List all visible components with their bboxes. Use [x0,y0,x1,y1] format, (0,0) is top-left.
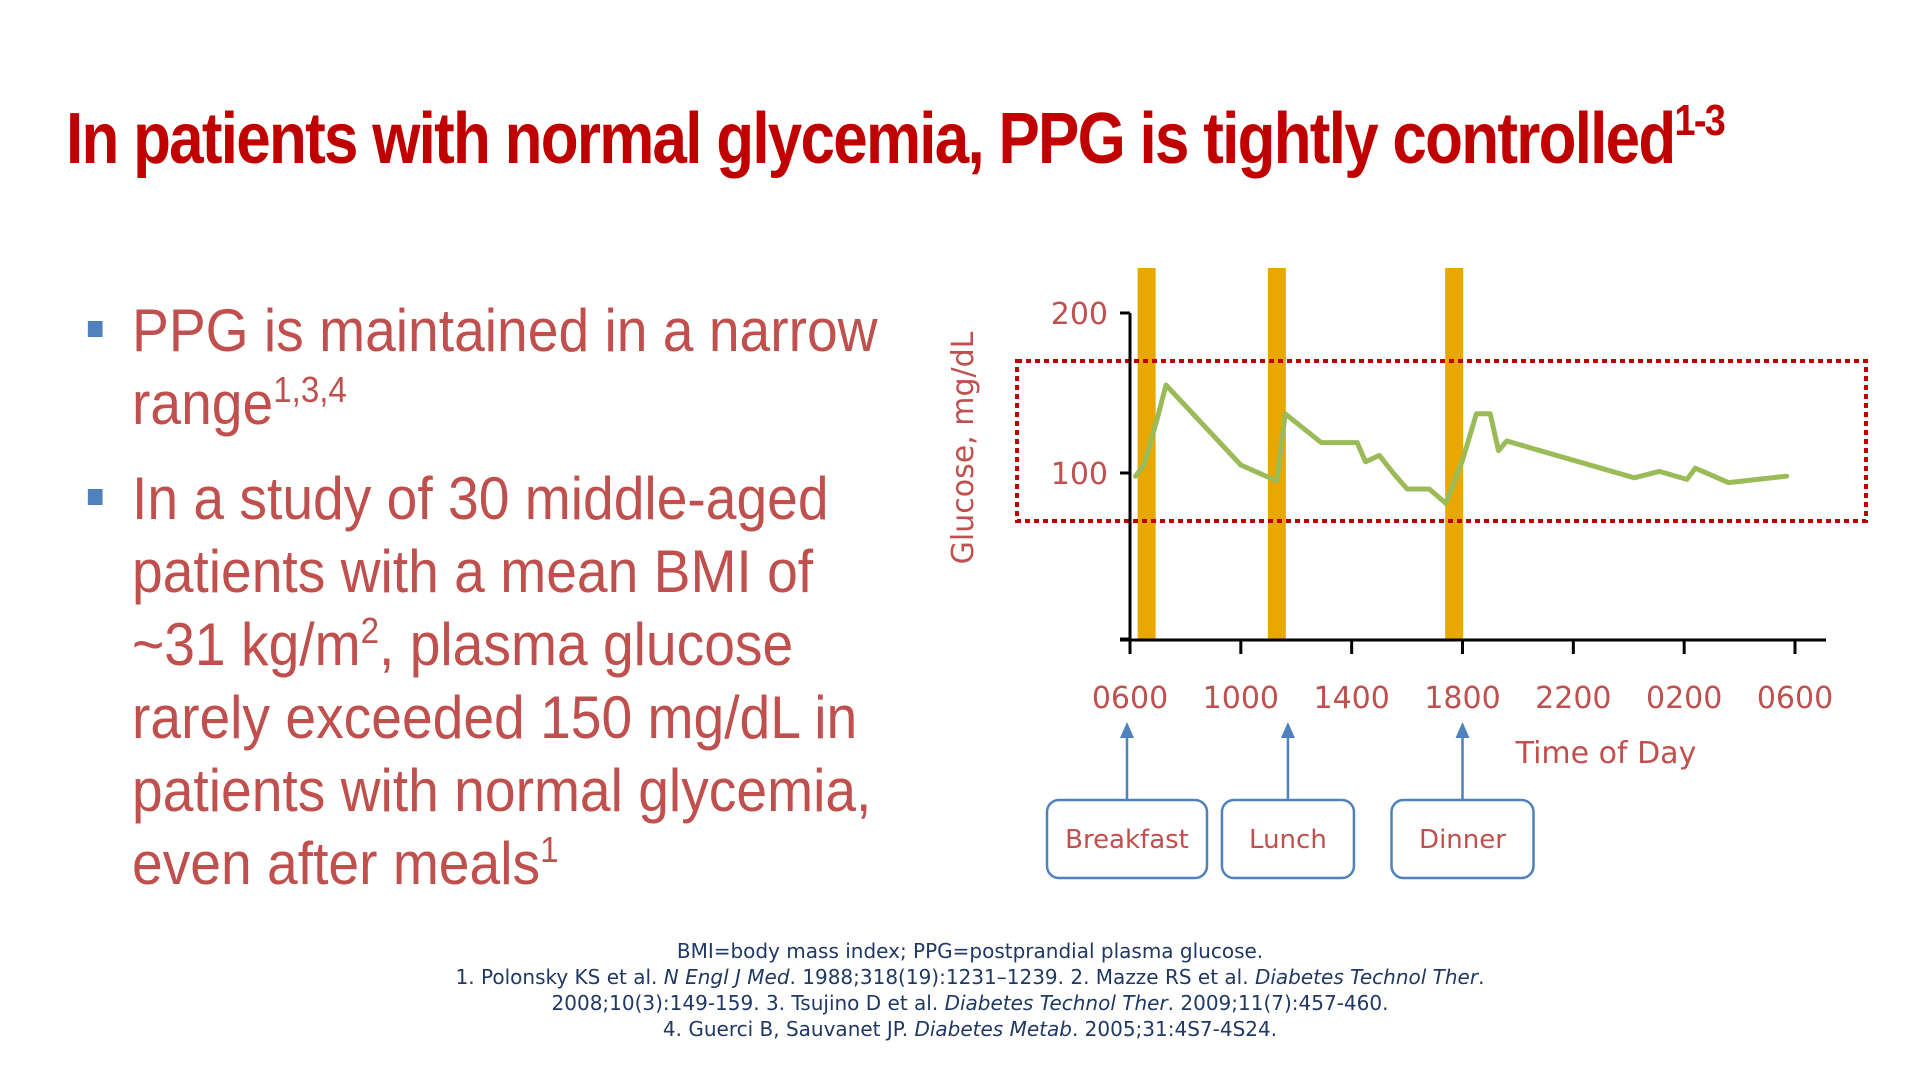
glucose-point-10 [1377,453,1381,457]
glucose-points [1134,383,1789,505]
x-axis-label: Time of Day [1515,736,1697,771]
bullet-text-part-b: , plasma glucose rarely exceeded 150 mg/… [132,611,872,897]
glucose-point-15 [1461,458,1464,462]
reference-text: 1. Polonsky KS et al. [455,965,664,989]
glucose-point-25 [1785,474,1789,478]
reference-journal: Diabetes Metab [914,1017,1072,1041]
x-tick-label-2: 1400 [1313,681,1389,716]
glucose-point-7 [1319,441,1323,445]
bullet-superscript-squared: 2 [360,610,380,651]
y-tick-label-100: 100 [1051,457,1108,492]
callout-box [1045,798,1209,880]
meal-callouts: Breakfast Lunch Dinner [1045,722,1535,880]
glucose-point-19 [1505,439,1509,443]
glucose-point-3 [1164,383,1168,387]
bullet-square-icon [87,489,103,505]
bullet-square-icon [87,321,103,337]
meal-bar-1 [1267,268,1286,640]
meal-callout-breakfast: Breakfast [1045,722,1209,880]
normal-range-box [1015,359,1868,523]
glucose-point-4 [1239,463,1243,467]
reference-abbreviations: BMI=body mass index; PPG=postprandial pl… [676,939,1264,963]
glucose-point-12 [1405,487,1409,491]
glucose-point-0 [1134,474,1138,478]
arrow-up-icon [1455,722,1470,738]
glucose-point-2 [1156,415,1160,419]
arrow-up-icon [1280,722,1295,738]
glucose-point-20 [1632,476,1636,480]
slide-title-superscript: 1-3 [1674,96,1725,145]
reference-text: . [1478,965,1485,989]
references: BMI=body mass index; PPG=postprandial pl… [300,938,1640,1042]
glucose-point-21 [1657,469,1661,473]
x-tick-label-0: 0600 [1092,681,1168,716]
glucose-point-1 [1142,463,1146,467]
slide-title: In patients with normal glycemia, PPG is… [66,96,1726,182]
meal-bars [1137,268,1464,640]
x-tick-label-1: 1000 [1203,681,1279,716]
slide-title-text: In patients with normal glycemia, PPG is… [66,99,1676,179]
x-tick-label-4: 2200 [1535,681,1611,716]
glucose-point-6 [1283,412,1287,416]
glucose-point-8 [1355,441,1359,445]
axes [1120,313,1826,642]
glucose-point-9 [1364,460,1368,464]
bullet-text: PPG is maintained in a narrow range [132,297,878,437]
bullet-text-part-a: In a study of 30 middle-aged patients wi… [132,465,829,678]
meal-bar-2 [1445,268,1464,640]
y-ticks: 100 200 [1051,297,1130,641]
glucose-point-13 [1427,487,1431,491]
glucose-point-14 [1444,501,1448,505]
x-tick-label-5: 0200 [1646,681,1722,716]
bullet-item-narrow-range: PPG is maintained in a narrow range1,3,4 [86,294,896,440]
x-tick-label-6: 0600 [1757,681,1833,716]
arrow-up-icon [1120,722,1134,738]
bullet-list: PPG is maintained in a narrow range1,3,4… [86,294,966,900]
x-tick-label-3: 1800 [1424,681,1500,716]
reference-text: . 2009;11(7):457-460. [1167,991,1389,1015]
bullet-superscript: 1 [540,829,559,870]
meal-callout-lunch: Lunch [1220,722,1356,880]
glucose-series-line [1133,382,1790,506]
glucose-point-18 [1497,449,1501,453]
glucose-point-22 [1685,477,1689,481]
bullet-item-study: In a study of 30 middle-aged patients wi… [86,462,896,900]
meal-callout-dinner: Dinner [1390,722,1535,880]
reference-line-4: 4. Guerci B, Sauvanet JP. Diabetes Metab… [300,1016,1640,1042]
reference-line-2: 1. Polonsky KS et al. N Engl J Med. 1988… [300,964,1640,990]
callout-box [1220,798,1356,880]
reference-text: 2008;10(3):149-159. 3. Tsujino D et al. [551,991,945,1015]
reference-text: . 1988;318(19):1231–1239. 2. Mazze RS et… [789,965,1255,989]
reference-journal: Diabetes Technol Ther [1254,965,1479,989]
glucose-point-17 [1488,412,1492,416]
callout-label: Lunch [1249,825,1327,855]
y-axis-label: Glucose, mg/dL [946,331,981,564]
glucose-point-24 [1727,481,1730,485]
glucose-point-23 [1693,466,1697,470]
glucose-point-16 [1474,412,1478,416]
bullet-superscript: 1,3,4 [273,369,347,410]
reference-journal: N Engl J Med [663,965,790,989]
reference-text: 4. Guerci B, Sauvanet JP. [662,1017,915,1041]
reference-text: . 2005;31:4S7-4S24. [1071,1017,1278,1041]
glucose-point-11 [1391,471,1395,475]
y-tick-label-200: 200 [1051,297,1108,332]
callout-label: Dinner [1419,825,1506,855]
x-ticks: 0600 1000 1400 1800 2200 0200 0600 [1092,640,1833,716]
glucose-point-5 [1275,479,1279,483]
reference-line-3: 2008;10(3):149-159. 3. Tsujino D et al. … [300,990,1640,1016]
callout-box [1390,798,1535,880]
reference-journal: Diabetes Technol Ther [944,991,1168,1015]
callout-label: Breakfast [1065,825,1189,855]
